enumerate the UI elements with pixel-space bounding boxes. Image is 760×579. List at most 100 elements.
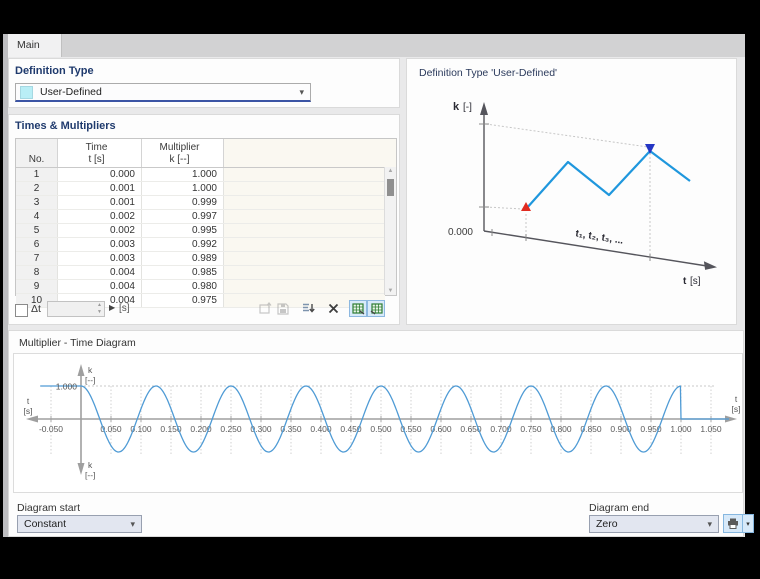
table-cell[interactable]: 0.003 [58, 252, 142, 265]
times-multipliers-label: Times & Multipliers [15, 120, 116, 132]
x-tick-label: 0.500 [370, 424, 392, 434]
table-cell[interactable]: 0.001 [58, 182, 142, 195]
table-cell[interactable]: 0.004 [58, 280, 142, 293]
x-tick-label: 0.450 [340, 424, 362, 434]
scroll-up-icon[interactable]: ▲ [387, 168, 394, 174]
table-cell[interactable]: 1 [16, 168, 58, 181]
diagram-end-combobox[interactable]: Zero ▾ [589, 515, 719, 533]
table-cell[interactable]: 2 [16, 182, 58, 195]
multiplier-time-plot: -0.050 0.050 0.100 0.150 0.200 0.250 0.300 0.35… [13, 353, 743, 493]
definition-preview-title: Definition Type 'User-Defined' [419, 67, 558, 79]
table-cell[interactable]: 7 [16, 252, 58, 265]
chart-k-bottom-label: k [88, 460, 93, 470]
schematic-k-unit-label: [-] [463, 102, 472, 113]
table-cell[interactable]: 1.000 [142, 182, 224, 195]
table-cell[interactable]: 0.004 [58, 266, 142, 279]
schematic-k-label: k [453, 101, 460, 113]
x-tick-label: 0.750 [520, 424, 542, 434]
tab-main[interactable]: Main [8, 34, 62, 57]
table-scrollbar[interactable]: ▲ ▼ [384, 167, 396, 295]
chart-k-bottom-unit: [--] [85, 470, 95, 480]
scroll-down-icon[interactable]: ▼ [387, 288, 394, 294]
table-cell[interactable] [224, 210, 385, 223]
diagram-start-label: Diagram start [17, 502, 81, 514]
delta-t-checkbox[interactable] [15, 304, 28, 317]
table-cell[interactable]: 6 [16, 238, 58, 251]
table-row[interactable]: 4 0.002 0.997 [16, 210, 385, 224]
table-cell[interactable] [224, 294, 385, 307]
renumber-icon[interactable] [299, 300, 317, 317]
diagram-start-combobox[interactable]: Constant ▾ [17, 515, 142, 533]
table-cell[interactable]: 0.000 [58, 168, 142, 181]
color-swatch-icon [20, 85, 33, 99]
x-tick-label: 0.900 [610, 424, 632, 434]
table-row[interactable]: 3 0.001 0.999 [16, 196, 385, 210]
x-tick-label: 0.150 [160, 424, 182, 434]
scrollbar-thumb[interactable] [387, 179, 394, 196]
x-tick-label: 0.800 [550, 424, 572, 434]
table-cell[interactable]: 0.980 [142, 280, 224, 293]
table-cell[interactable]: 0.003 [58, 238, 142, 251]
times-multipliers-table: No. Time t [s] Multiplier k [--] 1 0.000 1… [15, 138, 397, 308]
delete-all-icon[interactable] [324, 300, 342, 317]
table-cell[interactable]: 4 [16, 210, 58, 223]
dialog-content: Definition Type User-Defined ▾ Times & M… [8, 57, 754, 537]
table-cell[interactable] [224, 224, 385, 237]
schematic-origin-label: 0.000 [448, 227, 473, 238]
table-row[interactable]: 7 0.003 0.989 [16, 252, 385, 266]
multiplier-time-panel: Multiplier - Time Diagram -0.050 0.050 0.1… [8, 330, 754, 537]
table-cell[interactable] [224, 196, 385, 209]
delta-t-stepper[interactable]: ▲ ▼ [47, 301, 105, 317]
table-cell[interactable] [224, 182, 385, 195]
table-cell[interactable]: 8 [16, 266, 58, 279]
table-cell[interactable]: 3 [16, 196, 58, 209]
table-cell[interactable] [224, 266, 385, 279]
table-cell[interactable]: 5 [16, 224, 58, 237]
table-cell[interactable]: 0.989 [142, 252, 224, 265]
column-header-time: Time t [s] [58, 139, 142, 167]
table-row[interactable]: 9 0.004 0.980 [16, 280, 385, 294]
save-table-icon[interactable] [274, 300, 292, 317]
x-tick-label: 0.100 [130, 424, 152, 434]
table-cell[interactable]: 0.999 [142, 196, 224, 209]
excel-import-icon[interactable] [367, 300, 385, 317]
import-table-icon[interactable] [256, 300, 274, 317]
multiplier-time-chart: -0.050 0.050 0.100 0.150 0.200 0.250 0.300 0.35… [24, 364, 741, 480]
printer-icon[interactable] [723, 514, 743, 533]
chart-t-right-unit: [s] [732, 404, 741, 414]
table-cell[interactable]: 0.001 [58, 196, 142, 209]
table-cell[interactable]: 9 [16, 280, 58, 293]
table-cell[interactable]: 0.002 [58, 210, 142, 223]
delta-t-unit-label: [s] [119, 303, 130, 314]
printer-options-dropdown[interactable]: ▾ [743, 514, 754, 533]
times-multipliers-panel: Times & Multipliers No. Time t [s] Multi… [8, 114, 400, 325]
table-cell[interactable]: 0.997 [142, 210, 224, 223]
definition-type-value: User-Defined [40, 86, 102, 98]
definition-type-combobox[interactable]: User-Defined ▾ [15, 83, 311, 102]
table-cell[interactable]: 0.002 [58, 224, 142, 237]
table-cell[interactable] [224, 252, 385, 265]
table-row[interactable]: 2 0.001 1.000 [16, 182, 385, 196]
excel-export-icon[interactable] [349, 300, 367, 317]
table-row[interactable]: 6 0.003 0.992 [16, 238, 385, 252]
table-toolbar [256, 300, 385, 317]
table-cell[interactable]: 1.000 [142, 168, 224, 181]
table-row[interactable]: 5 0.002 0.995 [16, 224, 385, 238]
table-cell[interactable] [224, 280, 385, 293]
table-cell[interactable] [224, 168, 385, 181]
table-cell[interactable]: 0.975 [142, 294, 224, 307]
table-cell[interactable]: 0.985 [142, 266, 224, 279]
schematic-t-unit-label: [s] [690, 276, 701, 287]
print-split-button: ▾ [723, 514, 754, 533]
x-tick-label: -0.050 [39, 424, 63, 434]
schematic-t-label: t [683, 276, 687, 287]
table-cell[interactable] [224, 238, 385, 251]
stepper-expand-icon[interactable]: ▶ [109, 303, 116, 312]
table-cell[interactable]: 0.992 [142, 238, 224, 251]
start-marker-red-triangle-icon [521, 202, 531, 211]
table-cell[interactable]: 0.995 [142, 224, 224, 237]
table-row[interactable]: 1 0.000 1.000 [16, 168, 385, 182]
table-row[interactable]: 8 0.004 0.985 [16, 266, 385, 280]
multiplier-series-line [40, 385, 729, 453]
chart-y-ref-label: 1.000 [56, 382, 78, 392]
